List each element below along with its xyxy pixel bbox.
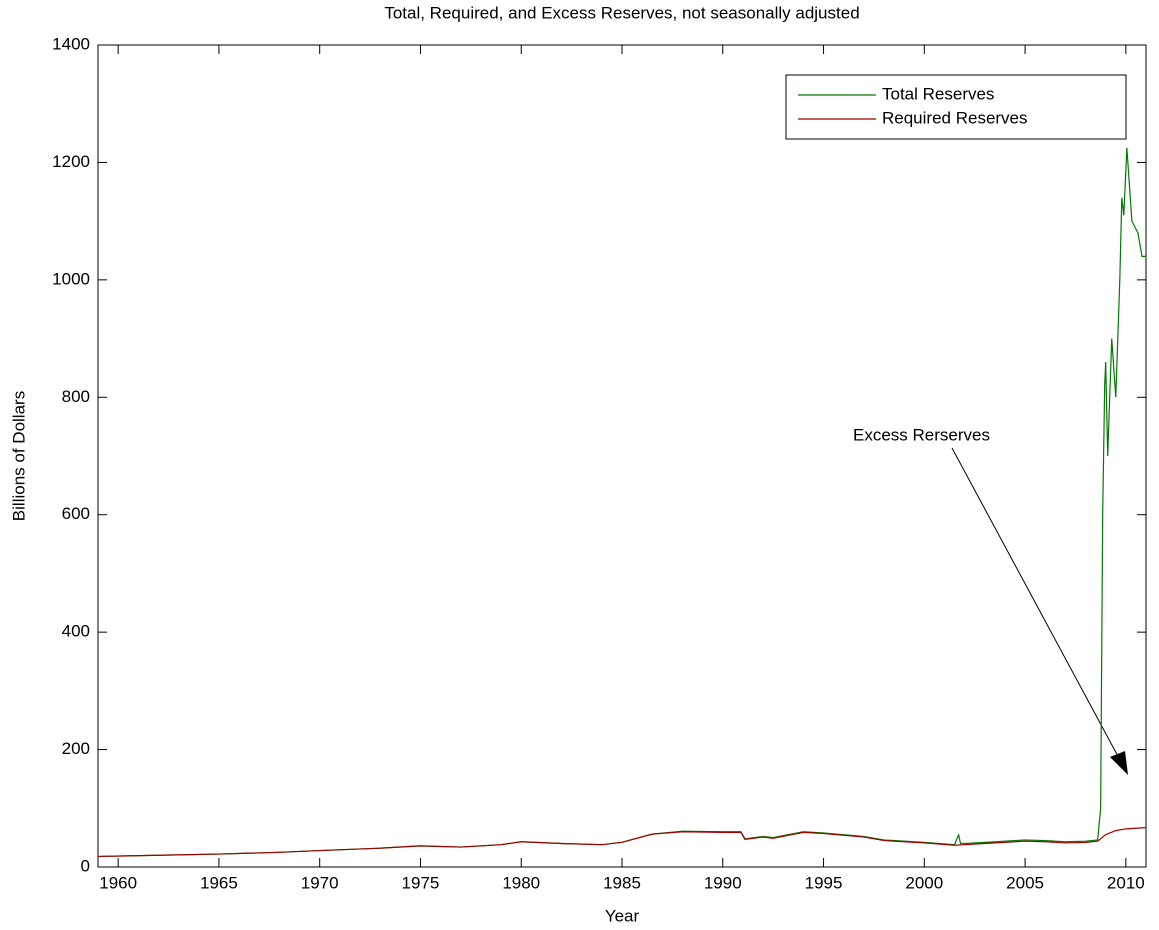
y-axis-label: Billions of Dollars	[9, 391, 28, 521]
x-tick-label: 1975	[402, 873, 440, 892]
legend-box	[785, 74, 1127, 140]
x-tick-label: 2000	[905, 873, 943, 892]
x-axis-label: Year	[605, 906, 640, 925]
x-tick-label: 1970	[301, 873, 339, 892]
y-tick-label: 1200	[52, 152, 90, 171]
x-tick-label: 1980	[502, 873, 540, 892]
y-tick-label: 0	[81, 856, 90, 875]
x-tick-label: 1990	[704, 873, 742, 892]
y-tick-label: 1400	[52, 34, 90, 53]
y-tick-label: 800	[62, 387, 90, 406]
x-tick-label: 2010	[1107, 873, 1145, 892]
plot-frame	[97, 44, 1147, 868]
data-line	[97, 827, 1147, 858]
x-tick-label: 1985	[603, 873, 641, 892]
annotation: Excess Rerserves	[853, 425, 990, 444]
x-tick-label: 1965	[200, 873, 238, 892]
y-tick-label: 1000	[52, 269, 90, 288]
y-tick-label: 600	[62, 504, 90, 523]
x-tick-label: 1960	[99, 873, 137, 892]
data-line	[97, 147, 1146, 858]
annotation-arrowhead	[1110, 751, 1128, 775]
chart-title: Total, Required, and Excess Reserves, no…	[384, 3, 859, 22]
y-tick-label: 400	[62, 622, 90, 641]
x-tick-label: 2005	[1006, 873, 1044, 892]
legend-label: Total Reserves	[882, 84, 994, 103]
annotation-arrow	[951, 447, 1121, 761]
legend-label: Required Reserves	[882, 108, 1028, 127]
x-tick-label: 1995	[805, 873, 843, 892]
y-tick-label: 200	[62, 739, 90, 758]
